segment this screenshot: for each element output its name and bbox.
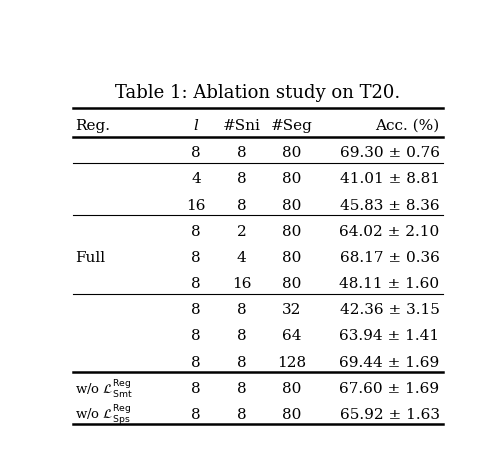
Text: 80: 80 bbox=[282, 277, 301, 291]
Text: 8: 8 bbox=[237, 356, 247, 370]
Text: 4: 4 bbox=[237, 251, 247, 265]
Text: Table 1: Ablation study on T20.: Table 1: Ablation study on T20. bbox=[115, 84, 401, 102]
Text: 8: 8 bbox=[191, 225, 201, 239]
Text: 80: 80 bbox=[282, 146, 301, 160]
Text: 69.30 ± 0.76: 69.30 ± 0.76 bbox=[339, 146, 440, 160]
Text: w/o $\mathcal{L}_{\mathsf{Smt}}^{\mathsf{Reg}}$: w/o $\mathcal{L}_{\mathsf{Smt}}^{\mathsf… bbox=[75, 378, 133, 400]
Text: 8: 8 bbox=[237, 329, 247, 344]
Text: 8: 8 bbox=[191, 382, 201, 396]
Text: 8: 8 bbox=[191, 277, 201, 291]
Text: 80: 80 bbox=[282, 172, 301, 186]
Text: 68.17 ± 0.36: 68.17 ± 0.36 bbox=[340, 251, 440, 265]
Text: 2: 2 bbox=[237, 225, 247, 239]
Text: 8: 8 bbox=[237, 408, 247, 422]
Text: 45.83 ± 8.36: 45.83 ± 8.36 bbox=[340, 199, 440, 213]
Text: 8: 8 bbox=[237, 172, 247, 186]
Text: 8: 8 bbox=[191, 356, 201, 370]
Text: 80: 80 bbox=[282, 225, 301, 239]
Text: 8: 8 bbox=[191, 251, 201, 265]
Text: 32: 32 bbox=[282, 303, 301, 317]
Text: 4: 4 bbox=[191, 172, 201, 186]
Text: 80: 80 bbox=[282, 199, 301, 213]
Text: 64.02 ± 2.10: 64.02 ± 2.10 bbox=[339, 225, 440, 239]
Text: 69.44 ± 1.69: 69.44 ± 1.69 bbox=[339, 356, 440, 370]
Text: w/o $\mathcal{L}_{\mathsf{Sps}}^{\mathsf{Reg}}$: w/o $\mathcal{L}_{\mathsf{Sps}}^{\mathsf… bbox=[75, 403, 131, 427]
Text: 67.60 ± 1.69: 67.60 ± 1.69 bbox=[339, 382, 440, 396]
Text: 16: 16 bbox=[186, 199, 206, 213]
Text: #Seg: #Seg bbox=[271, 118, 313, 133]
Text: #Sni: #Sni bbox=[223, 118, 261, 133]
Text: Full: Full bbox=[75, 251, 105, 265]
Text: 41.01 ± 8.81: 41.01 ± 8.81 bbox=[339, 172, 440, 186]
Text: 8: 8 bbox=[191, 146, 201, 160]
Text: 80: 80 bbox=[282, 408, 301, 422]
Text: 42.36 ± 3.15: 42.36 ± 3.15 bbox=[340, 303, 440, 317]
Text: 8: 8 bbox=[191, 408, 201, 422]
Text: 48.11 ± 1.60: 48.11 ± 1.60 bbox=[339, 277, 440, 291]
Text: Acc. (%): Acc. (%) bbox=[375, 118, 440, 133]
Text: 8: 8 bbox=[237, 382, 247, 396]
Text: 8: 8 bbox=[237, 199, 247, 213]
Text: 8: 8 bbox=[191, 303, 201, 317]
Text: 16: 16 bbox=[232, 277, 251, 291]
Text: l: l bbox=[194, 118, 199, 133]
Text: 80: 80 bbox=[282, 251, 301, 265]
Text: 64: 64 bbox=[282, 329, 301, 344]
Text: Reg.: Reg. bbox=[75, 118, 110, 133]
Text: 80: 80 bbox=[282, 382, 301, 396]
Text: 8: 8 bbox=[237, 146, 247, 160]
Text: 8: 8 bbox=[191, 329, 201, 344]
Text: 65.92 ± 1.63: 65.92 ± 1.63 bbox=[339, 408, 440, 422]
Text: 63.94 ± 1.41: 63.94 ± 1.41 bbox=[339, 329, 440, 344]
Text: 8: 8 bbox=[237, 303, 247, 317]
Text: 128: 128 bbox=[277, 356, 306, 370]
